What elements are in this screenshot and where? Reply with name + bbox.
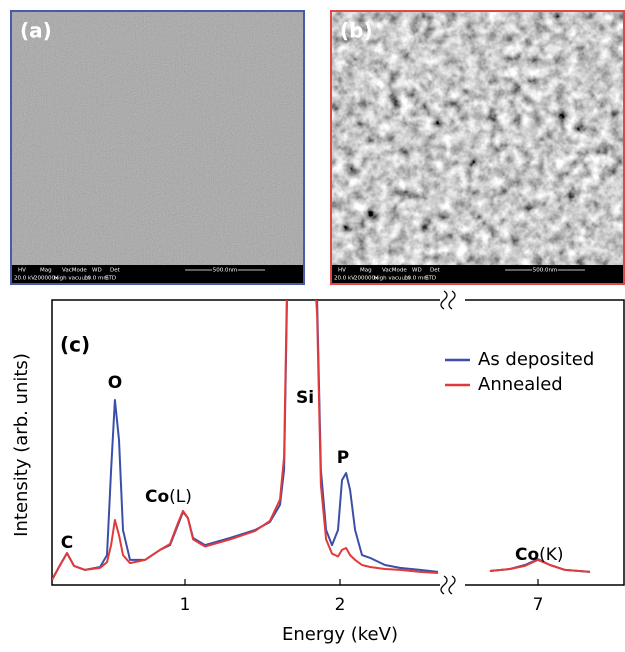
peak-element: Co [515, 545, 539, 565]
info-value: 20.0 kV [334, 276, 355, 282]
x-axis-label: Energy (keV) [282, 624, 398, 645]
info-value: 200000x [34, 276, 59, 282]
peak-element: Co [145, 487, 169, 507]
info-bar [12, 265, 303, 283]
x-tick-label: 2 [335, 595, 346, 615]
peak-label: Co(L) [145, 487, 192, 507]
info-value: High vacuum [54, 276, 90, 282]
peak-element: P [337, 448, 349, 468]
info-header: Mag [40, 268, 52, 274]
info-value: 200000x [354, 276, 379, 282]
peak-label: C [61, 533, 73, 553]
sem-image [330, 10, 625, 285]
info-value: 10.0 mm [84, 276, 109, 282]
info-header: WD [412, 268, 422, 274]
info-header: HV [18, 268, 26, 274]
panel-label: (c) [60, 333, 90, 357]
info-value: ETD [425, 276, 436, 282]
panel-label: (b) [340, 19, 373, 43]
info-header: WD [92, 268, 102, 274]
scale-label: 500.0nm [533, 268, 558, 274]
panel-border [10, 10, 305, 285]
info-header: Det [110, 268, 121, 274]
info-value: 10.0 mm [404, 276, 429, 282]
info-bar [332, 265, 623, 283]
peak-element: C [61, 533, 73, 553]
info-header: VacMode [62, 268, 87, 274]
legend-label: As deposited [478, 349, 594, 370]
panel-label: (a) [20, 19, 52, 43]
axis-break [448, 290, 456, 310]
peak-label: Co(K) [515, 545, 564, 565]
axis-break [440, 575, 448, 595]
info-header: HV [338, 268, 346, 274]
peak-element: Si [296, 388, 314, 408]
scale-label: 500.0nm [213, 268, 238, 274]
peak-line: (K) [539, 545, 563, 565]
peak-label: P [337, 448, 349, 468]
info-value: High vacuum [374, 276, 410, 282]
spectrum-chart: 1 2 7 Energy (keV) Intensity (arb. units) As … [11, 290, 625, 645]
info-value: 20.0 kV [14, 276, 35, 282]
info-header: VacMode [382, 268, 407, 274]
sem-image [10, 10, 305, 285]
info-value: ETD [105, 276, 116, 282]
axis-break [440, 290, 448, 310]
peak-line: (L) [169, 487, 192, 507]
x-tick-label: 7 [533, 595, 544, 615]
peak-label: Si [296, 388, 314, 408]
peak-label: O [108, 373, 122, 393]
axis-break [448, 575, 456, 595]
info-header: Det [430, 268, 441, 274]
axis-frame [51, 299, 625, 586]
y-axis-label: Intensity (arb. units) [11, 353, 32, 537]
x-tick-label: 1 [180, 595, 191, 615]
info-header: Mag [360, 268, 372, 274]
legend-label: Annealed [478, 374, 563, 395]
panel-border [330, 10, 625, 285]
peak-element: O [108, 373, 122, 393]
